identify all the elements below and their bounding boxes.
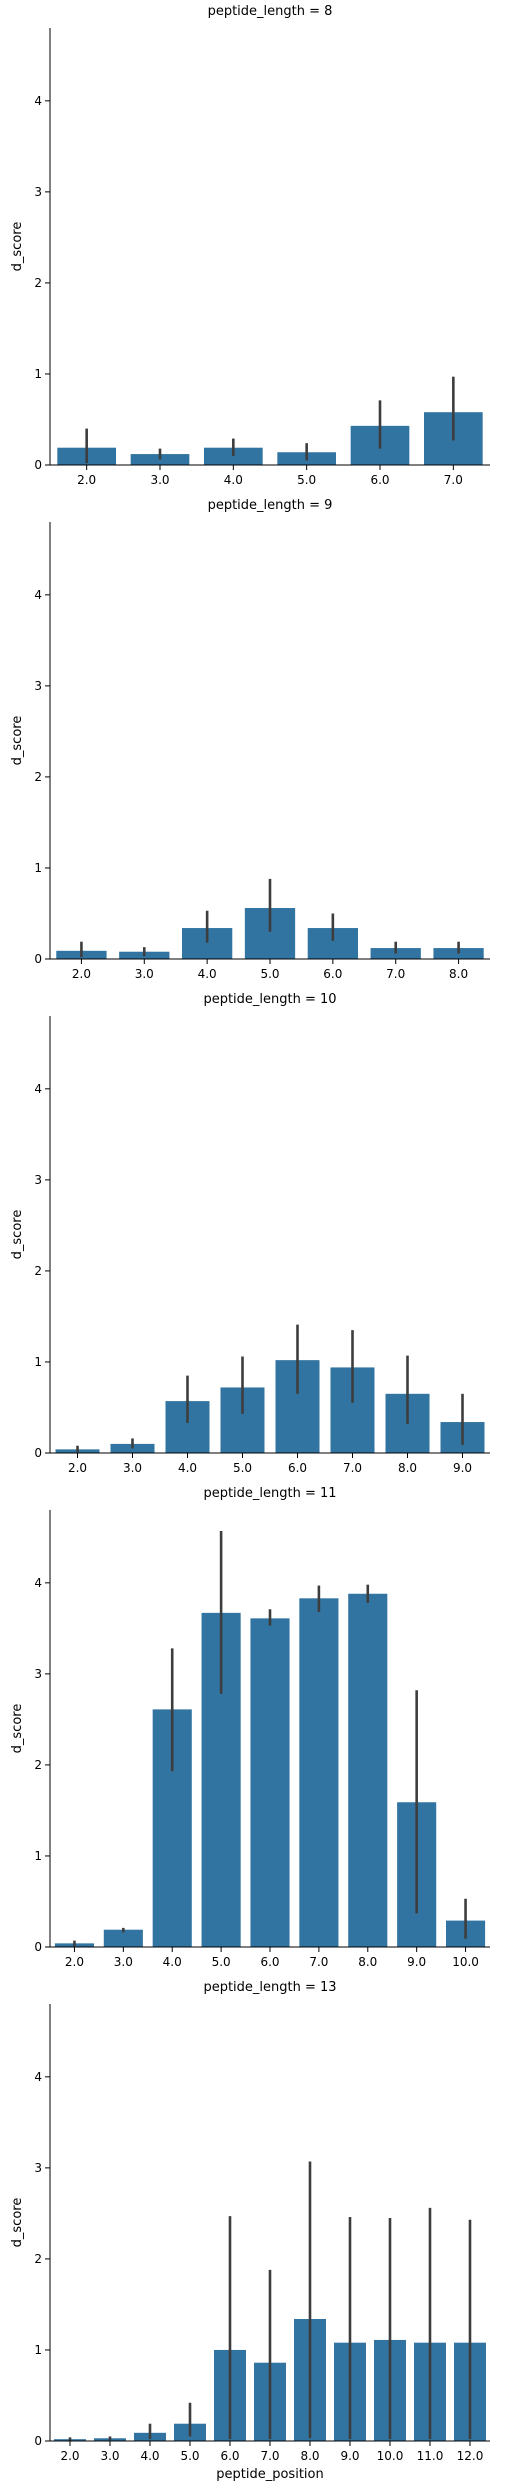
x-tick-label: 8.0 bbox=[358, 1955, 377, 1969]
x-tick-label: 7.0 bbox=[260, 2449, 279, 2463]
facet-panel: peptide_length = 13 2.0 3.0 4.0 5.0 6.0 7.0 8.0… bbox=[10, 1980, 490, 2482]
x-tick-label: 7.0 bbox=[343, 1461, 362, 1475]
bar bbox=[103, 1929, 143, 1947]
x-tick-label: 5.0 bbox=[297, 473, 316, 487]
x-axis-label: peptide_position bbox=[216, 2467, 323, 2482]
x-tick-label: 4.0 bbox=[198, 967, 217, 981]
x-tick-label: 2.0 bbox=[65, 1955, 84, 1969]
x-tick-label: 2.0 bbox=[77, 473, 96, 487]
y-tick-label: 2 bbox=[34, 1758, 42, 1772]
bar bbox=[204, 447, 263, 465]
facet-title: peptide_length = 9 bbox=[208, 498, 333, 513]
x-tick-label: 10.0 bbox=[377, 2449, 404, 2463]
x-tick-label: 7.0 bbox=[309, 1955, 328, 1969]
facet-title: peptide_length = 10 bbox=[203, 992, 336, 1007]
y-tick-label: 0 bbox=[34, 2434, 42, 2448]
y-tick-label: 0 bbox=[34, 458, 42, 472]
y-axis-label: d_score bbox=[10, 1210, 25, 1260]
x-tick-label: 6.0 bbox=[220, 2449, 239, 2463]
x-tick-label: 6.0 bbox=[288, 1461, 307, 1475]
bar bbox=[110, 1443, 155, 1453]
y-axis-label: d_score bbox=[10, 1704, 25, 1754]
y-tick-label: 1 bbox=[34, 861, 42, 875]
x-tick-label: 12.0 bbox=[457, 2449, 484, 2463]
x-tick-label: 4.0 bbox=[178, 1461, 197, 1475]
y-tick-label: 3 bbox=[34, 2161, 42, 2175]
x-tick-label: 2.0 bbox=[72, 967, 91, 981]
x-tick-label: 4.0 bbox=[163, 1955, 182, 1969]
facet-panel: peptide_length = 9 2.0 3.0 4.0 5.0 6.0 7.0 8.0 0… bbox=[10, 498, 490, 981]
y-tick-label: 3 bbox=[34, 185, 42, 199]
y-tick-label: 3 bbox=[34, 679, 42, 693]
facet-title: peptide_length = 11 bbox=[203, 1486, 336, 1501]
y-tick-label: 3 bbox=[34, 1173, 42, 1187]
x-tick-label: 11.0 bbox=[417, 2449, 444, 2463]
y-tick-label: 1 bbox=[34, 1355, 42, 1369]
x-tick-label: 10.0 bbox=[452, 1955, 479, 1969]
x-tick-label: 3.0 bbox=[100, 2449, 119, 2463]
y-tick-label: 0 bbox=[34, 952, 42, 966]
facet-title: peptide_length = 13 bbox=[203, 1980, 336, 1995]
y-tick-label: 0 bbox=[34, 1940, 42, 1954]
x-tick-label: 3.0 bbox=[123, 1461, 142, 1475]
x-tick-label: 4.0 bbox=[224, 473, 243, 487]
x-tick-label: 9.0 bbox=[340, 2449, 359, 2463]
facet-panel: peptide_length = 10 2.0 3.0 4.0 5.0 6.0 7.0 8.0… bbox=[10, 992, 490, 1475]
bar bbox=[348, 1593, 388, 1947]
x-tick-label: 8.0 bbox=[449, 967, 468, 981]
x-tick-label: 7.0 bbox=[444, 473, 463, 487]
x-tick-label: 3.0 bbox=[150, 473, 169, 487]
y-tick-label: 4 bbox=[34, 588, 42, 602]
x-tick-label: 8.0 bbox=[398, 1461, 417, 1475]
y-tick-label: 4 bbox=[34, 94, 42, 108]
y-tick-label: 1 bbox=[34, 1849, 42, 1863]
x-tick-label: 5.0 bbox=[212, 1955, 231, 1969]
y-tick-label: 1 bbox=[34, 367, 42, 381]
x-tick-label: 7.0 bbox=[386, 967, 405, 981]
x-tick-label: 9.0 bbox=[407, 1955, 426, 1969]
x-tick-label: 3.0 bbox=[114, 1955, 133, 1969]
x-tick-label: 5.0 bbox=[180, 2449, 199, 2463]
x-tick-label: 3.0 bbox=[135, 967, 154, 981]
x-tick-label: 8.0 bbox=[300, 2449, 319, 2463]
y-tick-label: 4 bbox=[34, 1082, 42, 1096]
facet-panel: peptide_length = 8 2.0 3.0 4.0 5.0 6.0 7.0 0 1 2 3… bbox=[10, 4, 490, 487]
facet-panel: peptide_length = 11 2.0 3.0 4.0 5.0 6.0 7.0 8.0… bbox=[10, 1486, 490, 1969]
y-tick-label: 0 bbox=[34, 1446, 42, 1460]
x-tick-label: 4.0 bbox=[140, 2449, 159, 2463]
x-tick-label: 2.0 bbox=[68, 1461, 87, 1475]
x-tick-label: 6.0 bbox=[260, 1955, 279, 1969]
y-tick-label: 2 bbox=[34, 770, 42, 784]
y-axis-label: d_score bbox=[10, 222, 25, 272]
x-tick-label: 9.0 bbox=[453, 1461, 472, 1475]
y-tick-label: 4 bbox=[34, 1576, 42, 1590]
y-tick-label: 4 bbox=[34, 2070, 42, 2084]
x-tick-label: 5.0 bbox=[233, 1461, 252, 1475]
x-tick-label: 6.0 bbox=[370, 473, 389, 487]
x-tick-label: 5.0 bbox=[260, 967, 279, 981]
bar bbox=[250, 1618, 290, 1947]
y-tick-label: 2 bbox=[34, 2252, 42, 2266]
x-tick-label: 6.0 bbox=[323, 967, 342, 981]
x-tick-label: 2.0 bbox=[60, 2449, 79, 2463]
y-tick-label: 2 bbox=[34, 1264, 42, 1278]
y-axis-label: d_score bbox=[10, 2198, 25, 2248]
y-tick-label: 3 bbox=[34, 1667, 42, 1681]
y-tick-label: 2 bbox=[34, 276, 42, 290]
y-tick-label: 1 bbox=[34, 2343, 42, 2357]
y-axis-label: d_score bbox=[10, 716, 25, 766]
facet-title: peptide_length = 8 bbox=[208, 4, 333, 19]
bar bbox=[299, 1598, 339, 1947]
